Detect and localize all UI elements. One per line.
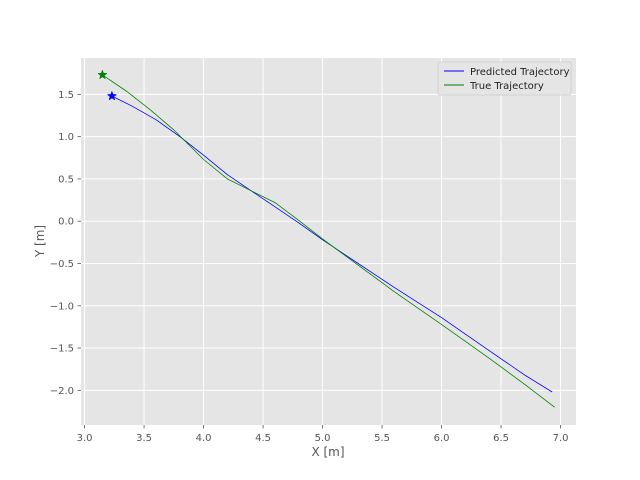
legend: Predicted Trajectory True Trajectory [437,61,572,96]
x-tick-label: 4.0 [196,433,212,444]
x-tick-label: 6.0 [434,433,450,444]
series-line-predicted [111,95,553,393]
start-markers [97,69,118,101]
start-star-marker-predicted [106,90,118,101]
x-tick-label: 7.0 [553,433,569,444]
y-tick-label: −0.5 [50,259,74,270]
x-axis-label: X [m] [311,445,344,459]
y-tick-label: −1.0 [50,301,74,312]
plot-area [81,58,576,425]
grid [81,58,576,425]
y-tick-label: 1.0 [58,132,74,143]
series-lines [102,74,555,408]
y-tick-label: 1.5 [58,90,74,101]
y-tick-label: 0.0 [58,217,74,228]
legend-label-true: True Trajectory [469,81,544,92]
series-line-true [102,74,555,408]
x-tick-label: 4.5 [255,433,271,444]
start-star-marker-true [97,69,108,80]
x-tick-label: 6.5 [493,433,509,444]
x-tick-label: 5.5 [374,433,390,444]
x-axis-ticks: 3.0 3.5 4.0 4.5 5.0 5.5 6.0 6.5 7.0 [77,425,569,444]
x-tick-label: 5.0 [315,433,331,444]
y-tick-label: −2.0 [50,386,74,397]
y-axis-ticks: 1.5 1.0 0.5 0.0 −0.5 −1.0 −1.5 −2.0 [50,90,81,397]
y-axis-label: Y [m] [33,225,47,258]
y-tick-label: 0.5 [58,174,74,185]
legend-box [437,61,572,96]
legend-label-predicted: Predicted Trajectory [470,67,570,78]
y-tick-label: −1.5 [50,344,74,355]
x-tick-label: 3.5 [136,433,152,444]
x-tick-label: 3.0 [77,433,93,444]
